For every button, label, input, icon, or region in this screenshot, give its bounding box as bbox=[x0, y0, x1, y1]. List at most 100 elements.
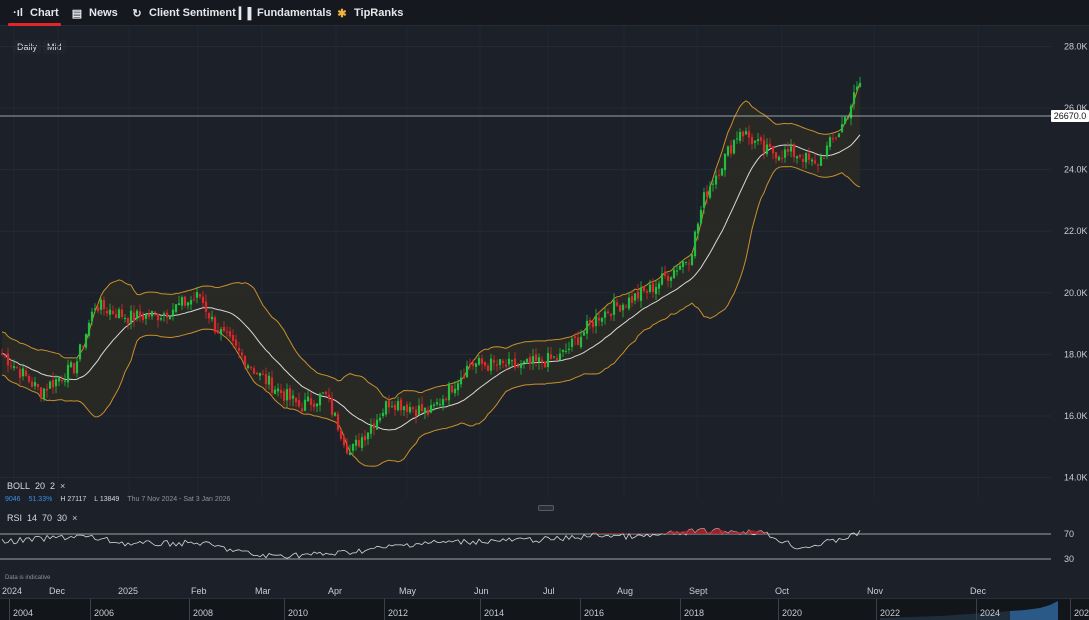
remove-boll-close-icon[interactable]: × bbox=[60, 481, 66, 491]
candle-body bbox=[414, 409, 418, 417]
candle-body bbox=[96, 307, 100, 312]
candle-body bbox=[582, 332, 586, 336]
candle-body bbox=[135, 310, 139, 320]
candle-body bbox=[291, 395, 295, 399]
boll-legend: BOLL 20 2 × bbox=[7, 481, 65, 491]
interval-selector[interactable]: Daily bbox=[13, 40, 42, 54]
boll-mult: 2 bbox=[50, 481, 56, 491]
tab-tipranks-label: TipRanks bbox=[354, 7, 404, 19]
price-chart[interactable]: 28.0K 26.0K 24.0K 22.0K 20.0K 18.0K 16.0K 14.0K bbox=[0, 26, 1089, 498]
timeline-separator bbox=[876, 599, 877, 620]
candle-body bbox=[354, 439, 358, 446]
candle-body bbox=[819, 156, 823, 166]
timeline-year-label: 2022 bbox=[880, 608, 901, 618]
candle-body bbox=[180, 297, 184, 306]
candle-body bbox=[162, 313, 166, 317]
candle-body bbox=[3, 355, 7, 357]
candle-body bbox=[186, 302, 190, 306]
candle-body bbox=[237, 347, 241, 351]
tab-fundamentals[interactable]: ▎▌ Fundamentals bbox=[239, 0, 332, 26]
timeline-year-label: 2020 bbox=[782, 608, 803, 618]
boll-change: 51.33% bbox=[28, 496, 53, 503]
timeline-year-label: 2018 bbox=[684, 608, 705, 618]
candle-body bbox=[450, 385, 454, 393]
tab-chart-label: Chart bbox=[30, 7, 59, 19]
candle-body bbox=[369, 425, 373, 434]
candle-body bbox=[147, 313, 151, 317]
candle-body bbox=[117, 309, 121, 319]
candle-body bbox=[810, 159, 814, 162]
candle-body bbox=[510, 360, 514, 362]
candle-body bbox=[744, 131, 748, 135]
tab-client-sentiment[interactable]: ↻ Client Sentiment bbox=[131, 0, 236, 26]
candle-body bbox=[339, 429, 343, 439]
candle-body bbox=[315, 403, 319, 407]
candle-body bbox=[342, 436, 346, 446]
boll-high: H 27117 bbox=[60, 496, 87, 503]
rsi-period: 14 bbox=[27, 513, 38, 523]
candle-body bbox=[60, 380, 64, 382]
candle-body bbox=[717, 174, 721, 176]
timeline-separator bbox=[9, 599, 10, 620]
candle-body bbox=[492, 360, 496, 363]
candle-body bbox=[216, 330, 220, 334]
tab-news[interactable]: ▤ News bbox=[71, 0, 118, 26]
timeline-separator bbox=[189, 599, 190, 620]
candle-body bbox=[18, 368, 22, 378]
candle-body bbox=[606, 311, 610, 314]
boll-lower-band bbox=[1, 165, 861, 467]
candle-body bbox=[318, 393, 322, 406]
candle-body bbox=[138, 311, 142, 317]
candle-body bbox=[615, 302, 619, 306]
boll-low: L 13849 bbox=[94, 496, 120, 503]
candle-body bbox=[300, 408, 304, 412]
candle-body bbox=[771, 145, 775, 154]
time-tick-label: Aug bbox=[617, 586, 633, 596]
tab-client-sentiment-label: Client Sentiment bbox=[149, 7, 236, 19]
candle-body bbox=[333, 412, 337, 416]
current-price-label: 26670.0 bbox=[1051, 110, 1089, 122]
candle-body bbox=[69, 362, 73, 368]
candle-body bbox=[267, 375, 271, 385]
candle-body bbox=[429, 405, 433, 413]
candle-body bbox=[372, 423, 376, 429]
candle-body bbox=[501, 360, 505, 363]
pane-resize-handle[interactable] bbox=[538, 505, 554, 511]
candle-body bbox=[27, 376, 31, 382]
candle-body bbox=[12, 366, 16, 369]
candle-body bbox=[288, 388, 292, 400]
remove-rsi-close-icon[interactable]: × bbox=[72, 513, 78, 523]
rsi-chart[interactable]: 70 30 bbox=[0, 512, 1089, 582]
candle-body bbox=[336, 414, 340, 430]
candle-body bbox=[363, 435, 367, 441]
time-tick-label: Nov bbox=[867, 586, 884, 596]
candle-body bbox=[687, 263, 691, 265]
candle-body bbox=[447, 383, 451, 401]
candle-body bbox=[780, 157, 784, 159]
price-axis: 28.0K 26.0K 24.0K 22.0K 20.0K 18.0K 16.0K 14.0K bbox=[1064, 41, 1088, 482]
candle-body bbox=[381, 412, 385, 417]
candle-body bbox=[741, 131, 745, 137]
candle-body bbox=[774, 152, 778, 159]
history-navigator[interactable]: 2004 2006 2008 2010 2012 2014 2016 2018 2020 2022… bbox=[0, 598, 1089, 620]
candle-body bbox=[678, 265, 682, 270]
candle-body bbox=[567, 348, 571, 350]
tab-tipranks[interactable]: ✱ TipRanks bbox=[336, 0, 403, 26]
news-icon: ▤ bbox=[71, 7, 83, 20]
price-type-selector[interactable]: Mid bbox=[43, 40, 66, 54]
candle-body bbox=[546, 352, 550, 368]
candle-body bbox=[489, 358, 493, 371]
candle-body bbox=[399, 399, 403, 411]
candle-body bbox=[801, 158, 805, 162]
candle-body bbox=[531, 356, 535, 364]
price-tick-label: 16.0K bbox=[1064, 411, 1088, 421]
candle-body bbox=[627, 297, 631, 309]
candle-body bbox=[276, 388, 280, 392]
tab-chart[interactable]: ·ıl Chart bbox=[8, 0, 61, 26]
candle-body bbox=[843, 117, 847, 124]
timeline-separator bbox=[580, 599, 581, 620]
time-tick-label: Feb bbox=[191, 586, 207, 596]
candle-body bbox=[552, 356, 556, 358]
chart-icon: ·ıl bbox=[13, 7, 23, 19]
candle-body bbox=[132, 312, 136, 322]
